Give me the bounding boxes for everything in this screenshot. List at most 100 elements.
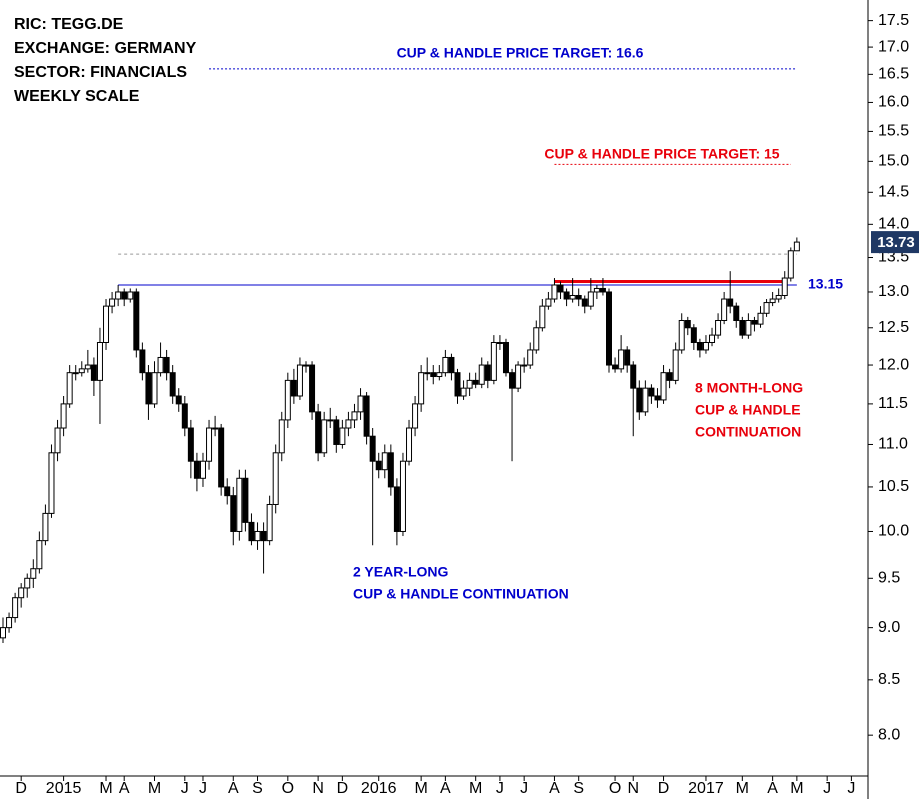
y-tick-label: 11.5 [878, 395, 908, 412]
last-price-box [871, 231, 919, 254]
candle-body [157, 356, 164, 374]
x-tick-label: J [496, 780, 504, 797]
candle-body [739, 320, 746, 336]
annotation: CONTINUATION [695, 424, 801, 440]
y-tick-label: 11.0 [878, 436, 908, 453]
annotation: 2 YEAR-LONG [353, 564, 449, 580]
candle-body [660, 372, 667, 401]
y-tick-label: 14.5 [878, 184, 909, 201]
candle-body [290, 379, 297, 397]
annotation: 8 MONTH-LONG [695, 380, 803, 396]
candle-body [0, 627, 6, 639]
candle-body [690, 327, 697, 343]
info-line: SECTOR: FINANCIALS [14, 64, 187, 81]
x-tick-label: O [282, 780, 294, 797]
candle-body [151, 372, 158, 405]
candle-body [369, 435, 376, 462]
candle-body [733, 305, 740, 322]
annotation: CUP & HANDLE CONTINUATION [353, 586, 569, 602]
y-tick-label: 9.0 [878, 619, 900, 636]
level-label: CUP & HANDLE PRICE TARGET: 15 [544, 146, 779, 162]
candle-body [24, 577, 31, 589]
x-tick-label: J [847, 780, 855, 797]
candle-body [581, 298, 588, 307]
candle-body [187, 427, 194, 462]
x-tick-label: M [99, 780, 112, 797]
y-tick-label: 13.0 [878, 283, 909, 300]
candle-body [78, 368, 85, 374]
x-tick-label: M [469, 780, 482, 797]
x-tick-label: A [119, 780, 130, 797]
level-label: 13.15 [808, 276, 843, 292]
candle-body [163, 356, 170, 374]
candle-body [751, 320, 758, 325]
candle-body [672, 349, 679, 381]
x-tick-label: J [823, 780, 831, 797]
x-tick-label: M [414, 780, 427, 797]
y-tick-label: 12.5 [878, 319, 909, 336]
candle-body [563, 291, 570, 300]
candle-body [181, 403, 188, 429]
x-tick-label: D [658, 780, 670, 797]
x-tick-label: S [573, 780, 584, 797]
candle-body [606, 291, 612, 366]
candle-body [103, 305, 110, 343]
candle-body [642, 387, 649, 413]
candle-body [515, 364, 522, 389]
y-tick-label: 10.5 [878, 478, 909, 495]
x-tick-label: M [736, 780, 749, 797]
x-tick-label: A [440, 780, 451, 797]
candle-body [678, 320, 685, 351]
candle-body [363, 395, 370, 437]
x-tick-label: M [148, 780, 161, 797]
candle-body [442, 356, 449, 374]
candle-body [206, 427, 213, 462]
candle-body [321, 419, 328, 454]
candle-body [375, 460, 382, 471]
candle-body [327, 419, 334, 422]
info-line: WEEKLY SCALE [14, 88, 140, 105]
y-tick-label: 8.5 [878, 671, 900, 688]
candle-body [175, 395, 182, 405]
candle-body [757, 312, 764, 325]
level-label: CUP & HANDLE PRICE TARGET: 16.6 [397, 45, 644, 61]
y-tick-label: 8.0 [878, 726, 900, 743]
x-tick-label: J [181, 780, 189, 797]
candle-body [42, 512, 49, 542]
candle-body [6, 617, 13, 629]
candle-body [624, 349, 631, 366]
x-tick-label: 2017 [688, 780, 724, 797]
y-tick-label: 9.5 [878, 570, 900, 587]
candle-body [727, 298, 734, 307]
candle-body [266, 503, 273, 542]
y-tick-label: 15.0 [878, 153, 909, 170]
candle-body [30, 568, 37, 579]
candle-body [612, 364, 619, 370]
candle-body [351, 411, 358, 421]
x-tick-label: D [337, 780, 349, 797]
candle-body [569, 294, 576, 300]
candle-body [60, 403, 67, 429]
y-tick-label: 16.5 [878, 66, 909, 83]
candle-body [127, 291, 134, 300]
candle-body [393, 486, 400, 532]
x-tick-label: S [252, 780, 263, 797]
candle-body [618, 349, 625, 370]
candle-body [236, 477, 243, 532]
candle-body [599, 287, 606, 293]
candle-body [424, 372, 431, 375]
candle-body [339, 427, 346, 445]
info-line: RIC: TEGG.DE [14, 16, 124, 33]
x-tick-label: A [549, 780, 560, 797]
x-tick-label: D [15, 780, 27, 797]
candle-body [121, 291, 128, 300]
candle-body [430, 372, 437, 378]
candle-body [115, 291, 122, 300]
candle-body [575, 294, 582, 300]
candle-body [199, 460, 206, 479]
y-tick-label: 15.5 [878, 123, 909, 140]
candle-body [630, 364, 637, 389]
x-tick-label: N [312, 780, 324, 797]
x-tick-label: A [767, 780, 778, 797]
candle-body [666, 372, 673, 381]
